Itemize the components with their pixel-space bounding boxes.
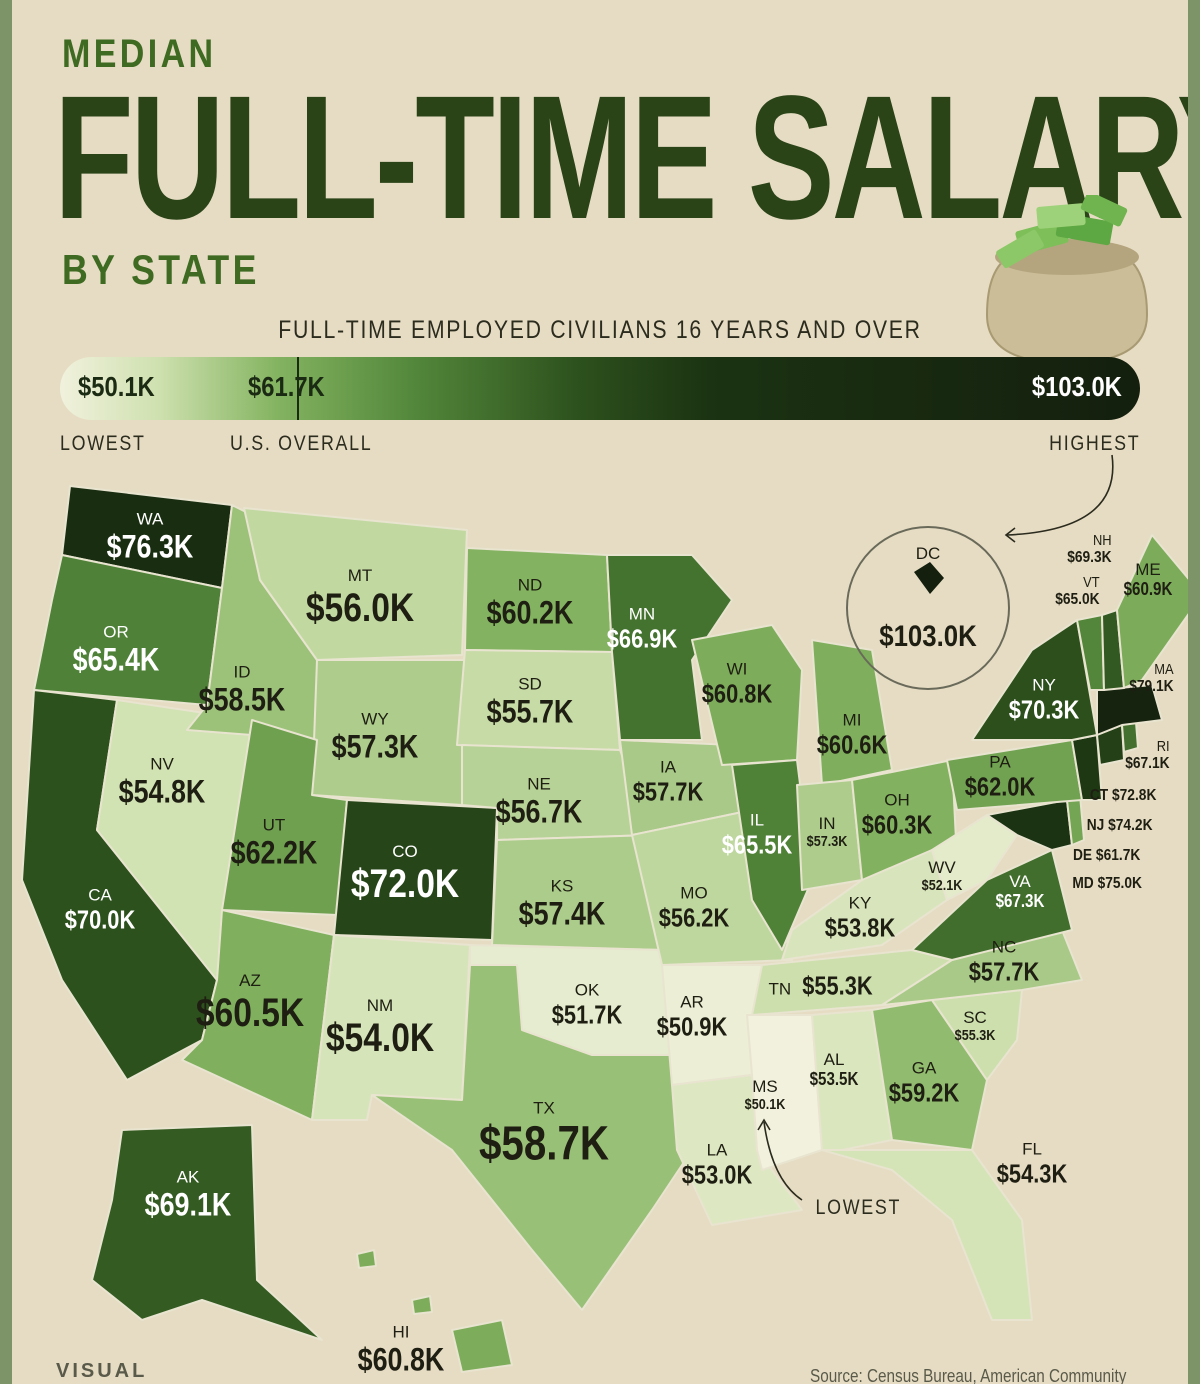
state-shape-AL — [811, 1009, 893, 1151]
lowest-annotation: LOWEST — [815, 1196, 902, 1219]
state-label-ky: KY $53.8K — [824, 893, 896, 943]
state-shape-OR — [33, 554, 223, 706]
legend-us-label: U.S. OVERALL — [230, 432, 373, 455]
state-shape-TX — [371, 964, 693, 1311]
state-label-ca: CA $70.0K — [64, 885, 136, 935]
state-label-nd: ND $60.2K — [486, 575, 574, 631]
state-label-ok: OK $51.7K — [551, 980, 623, 1030]
state-shape-MN — [606, 554, 733, 741]
side-label-vt: VT $65.0K — [1055, 574, 1100, 608]
legend-us-marker — [297, 357, 299, 420]
state-label-il: IL $65.5K — [721, 810, 793, 860]
source-note: Source: Census Bureau, American Communit… — [810, 1366, 1127, 1384]
state-label-wv: WV $52.1K — [921, 857, 963, 894]
title-by-state: BY STATE — [62, 246, 260, 293]
state-label-sc: SC $55.3K — [954, 1007, 996, 1044]
side-label-nj: NJ $74.2K — [1086, 817, 1152, 834]
state-shape-VA — [911, 849, 1073, 961]
dc-label: DC — [915, 544, 941, 563]
state-label-co: CO $72.0K — [350, 842, 460, 906]
poster: MEDIAN FULL-TIME SALARY BY STATE FULL-TI… — [12, 0, 1188, 1384]
state-label-ga: GA $59.2K — [888, 1058, 960, 1108]
lowest-arrowhead — [757, 1118, 771, 1131]
state-shape-FL — [821, 1149, 1033, 1321]
state-label-ar: AR $50.9K — [656, 992, 728, 1042]
state-shape-IL — [731, 759, 813, 951]
state-label-oh: OH $60.3K — [861, 790, 933, 840]
state-label-tn: TN $55.3K — [768, 970, 873, 1001]
state-label-wy: WY $57.3K — [331, 709, 419, 765]
state-label-az: AZ $60.5K — [195, 971, 305, 1035]
title-main: FULL-TIME SALARY — [54, 60, 1188, 256]
state-label-ms: MS $50.1K — [744, 1076, 786, 1113]
state-shape-MA — [1096, 684, 1163, 736]
highest-arrowhead — [1004, 527, 1016, 543]
state-label-nv: NV $54.8K — [118, 754, 206, 810]
state-label-wa: WA $76.3K — [106, 509, 194, 565]
state-shape-AK — [91, 1124, 323, 1341]
highest-arrow — [1006, 454, 1114, 536]
visual-capitalist-logo: VISUAL — [56, 1360, 148, 1382]
state-shape-WV — [931, 814, 1018, 901]
side-label-ct: CT $72.8K — [1089, 787, 1156, 804]
lowest-arrow — [763, 1121, 803, 1201]
side-label-md: MD $75.0K — [1072, 875, 1142, 892]
state-label-hi: HI $60.8K — [357, 1322, 445, 1378]
state-label-or: OR $65.4K — [72, 622, 160, 678]
legend-highest-label: HIGHEST — [1048, 432, 1140, 455]
dc-value: $103.0K — [879, 620, 977, 653]
state-label-mn: MN $66.9K — [606, 604, 678, 654]
state-label-ks: KS $57.4K — [518, 876, 606, 932]
state-label-mo: MO $56.2K — [658, 883, 730, 933]
state-label-wi: WI $60.8K — [701, 659, 773, 709]
subtitle: FULL-TIME EMPLOYED CIVILIANS 16 YEARS AN… — [278, 316, 922, 344]
legend-max-value: $103.0K — [1032, 371, 1122, 402]
state-shape-HI-3 — [356, 1249, 377, 1269]
state-label-va: VA $67.3K — [995, 872, 1045, 912]
title-median: MEDIAN — [62, 32, 217, 76]
state-label-ia: IA $57.7K — [632, 757, 704, 807]
state-shape-MI — [811, 639, 893, 786]
state-label-pa: PA $62.0K — [964, 752, 1036, 802]
side-label-nh: NH $69.3K — [1067, 532, 1112, 566]
state-label-me: ME $60.9K — [1123, 560, 1173, 600]
state-shape-HI-2 — [411, 1295, 433, 1315]
dc-callout: DC $103.0K — [846, 526, 1010, 690]
state-label-mt: MT $56.0K — [305, 566, 415, 630]
state-label-in: IN $57.3K — [806, 813, 848, 850]
state-label-ny: NY $70.3K — [1008, 675, 1080, 725]
state-label-sd: SD $55.7K — [486, 674, 574, 730]
state-label-nc: NC $57.7K — [968, 937, 1040, 987]
state-shape-MT — [243, 507, 468, 661]
state-label-ut: UT $62.2K — [230, 815, 318, 871]
legend-color-scale: $50.1K $61.7K $103.0K — [60, 357, 1140, 420]
legend-lowest-label: LOWEST — [60, 432, 146, 455]
state-shape-HI-1 — [451, 1319, 513, 1373]
side-label-ri: RI $67.1K — [1125, 738, 1170, 772]
state-label-ak: AK $69.1K — [144, 1167, 232, 1223]
state-label-id: ID $58.5K — [198, 662, 286, 718]
state-shape-ME — [1116, 534, 1188, 689]
legend-us-value: $61.7K — [248, 371, 325, 402]
legend-min-value: $50.1K — [78, 371, 155, 402]
state-label-nm: NM $54.0K — [325, 996, 435, 1060]
state-label-al: AL $53.5K — [809, 1050, 859, 1090]
state-label-mi: MI $60.6K — [816, 710, 888, 760]
state-shape-WI — [691, 624, 803, 766]
us-map — [21, 454, 1188, 1373]
state-label-la: LA $53.0K — [681, 1140, 753, 1190]
state-label-tx: TX $58.7K — [478, 1098, 610, 1171]
side-label-ma: MA $79.1K — [1129, 661, 1174, 695]
side-label-de: DE $61.7K — [1072, 847, 1140, 864]
state-label-ne: NE $56.7K — [495, 774, 583, 830]
state-label-fl: FL $54.3K — [996, 1139, 1068, 1189]
money-bag-illustration — [985, 195, 1149, 365]
